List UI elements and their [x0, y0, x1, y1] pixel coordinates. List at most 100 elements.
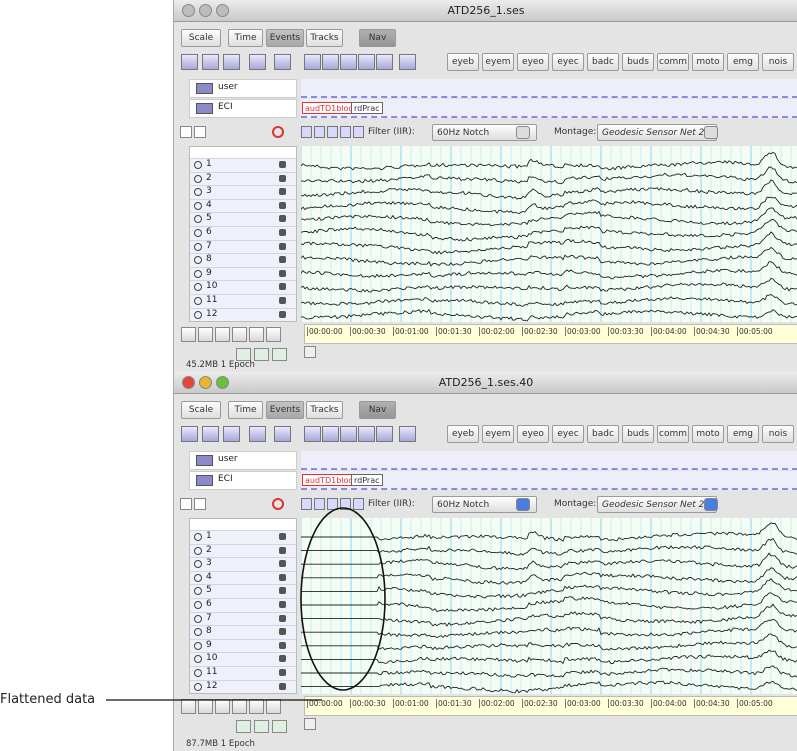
nav-button[interactable]: [249, 699, 264, 714]
nav-button[interactable]: [181, 327, 196, 342]
nav-button[interactable]: [266, 699, 281, 714]
view-icon[interactable]: [327, 126, 338, 138]
toolbar-icon[interactable]: [249, 426, 266, 442]
timeline-scroll[interactable]: [304, 718, 316, 730]
channel-toggle[interactable]: [279, 188, 286, 196]
toolbar-icon[interactable]: [181, 426, 198, 442]
nav-button[interactable]: [181, 699, 196, 714]
toolbar-icon[interactable]: [340, 426, 357, 442]
toolbar-icon[interactable]: [322, 426, 339, 442]
nav-button[interactable]: [249, 327, 264, 342]
event-button[interactable]: eyeb: [447, 425, 479, 443]
channel-toggle[interactable]: [279, 669, 286, 676]
event-button[interactable]: badc: [587, 53, 619, 71]
toolbar-icon[interactable]: [322, 54, 339, 70]
channel-toggle[interactable]: [279, 573, 286, 581]
channel-toggle[interactable]: [279, 297, 286, 304]
event-button[interactable]: eyec: [552, 425, 584, 443]
window-control[interactable]: [182, 4, 195, 17]
tab-button[interactable]: Events: [266, 29, 304, 47]
play-button[interactable]: [236, 348, 251, 361]
tab-button[interactable]: Nav: [359, 401, 396, 419]
event-button[interactable]: buds: [622, 425, 654, 443]
window-control[interactable]: [199, 376, 212, 389]
event-button[interactable]: eyec: [552, 53, 584, 71]
view-icon[interactable]: [314, 126, 325, 138]
toolbar-icon[interactable]: [376, 54, 393, 70]
view-icon[interactable]: [340, 498, 351, 510]
channel-toggle[interactable]: [279, 682, 286, 690]
tab-button[interactable]: Time: [228, 29, 263, 47]
select-arrow[interactable]: [516, 126, 530, 139]
tab-button[interactable]: Scale: [181, 401, 221, 419]
tab-button[interactable]: Tracks: [306, 29, 343, 47]
channel-toggle[interactable]: [279, 628, 286, 636]
play-button[interactable]: [272, 720, 287, 733]
channel-toggle[interactable]: [279, 560, 286, 568]
channel-toggle[interactable]: [279, 283, 286, 291]
event-button[interactable]: comm: [657, 425, 689, 443]
channel-toggle[interactable]: [279, 601, 286, 608]
play-button[interactable]: [236, 720, 251, 733]
channel-toggle[interactable]: [279, 215, 286, 223]
window-control[interactable]: [199, 4, 212, 17]
toolbar-icon[interactable]: [249, 54, 266, 70]
timeline-scroll[interactable]: [304, 346, 316, 358]
view-icon[interactable]: [301, 498, 312, 510]
nav-button[interactable]: [232, 327, 247, 342]
view-icon[interactable]: [327, 498, 338, 510]
toolbar-icon[interactable]: [274, 54, 291, 70]
event-button[interactable]: moto: [692, 53, 724, 71]
event-button[interactable]: buds: [622, 53, 654, 71]
toolbar-icon[interactable]: [376, 426, 393, 442]
event-button[interactable]: eyem: [482, 425, 514, 443]
channel-toggle[interactable]: [279, 242, 286, 250]
view-icon[interactable]: [314, 498, 325, 510]
event-button[interactable]: badc: [587, 425, 619, 443]
window-control[interactable]: [216, 4, 229, 17]
window-control[interactable]: [182, 376, 195, 389]
toolbar-icon[interactable]: [223, 426, 240, 442]
view-icon[interactable]: [301, 126, 312, 138]
event-button[interactable]: emg: [727, 53, 759, 71]
view-icon[interactable]: [353, 498, 364, 510]
montage-select[interactable]: Geodesic Sensor Net 25...: [597, 496, 719, 513]
channel-toggle[interactable]: [279, 614, 286, 622]
filter-select[interactable]: 60Hz Notch: [432, 124, 537, 141]
event-button[interactable]: eyeo: [517, 425, 549, 443]
tab-button[interactable]: Events: [266, 401, 304, 419]
channel-toggle[interactable]: [279, 229, 286, 236]
channel-toggle[interactable]: [279, 310, 286, 318]
event-button[interactable]: eyeo: [517, 53, 549, 71]
stop-icon[interactable]: [272, 126, 284, 138]
filter-select[interactable]: 60Hz Notch: [432, 496, 537, 513]
select-arrow[interactable]: [704, 126, 718, 139]
toolbar-icon[interactable]: [181, 54, 198, 70]
toolbar-icon[interactable]: [274, 426, 291, 442]
channel-toggle[interactable]: [279, 546, 286, 554]
event-button[interactable]: comm: [657, 53, 689, 71]
channel-toggle[interactable]: [279, 641, 286, 649]
event-button[interactable]: emg: [727, 425, 759, 443]
toolbar-icon[interactable]: [358, 54, 375, 70]
toolbar-icon[interactable]: [223, 54, 240, 70]
montage-select[interactable]: Geodesic Sensor Net 25...: [597, 124, 719, 141]
toolbar-icon[interactable]: [358, 426, 375, 442]
nav-button[interactable]: [198, 699, 213, 714]
channel-toggle[interactable]: [279, 533, 286, 540]
channel-toggle[interactable]: [279, 256, 286, 264]
channel-toggle[interactable]: [279, 174, 286, 182]
select-arrow[interactable]: [516, 498, 530, 511]
tab-button[interactable]: Tracks: [306, 401, 343, 419]
event-button[interactable]: eyem: [482, 53, 514, 71]
channel-toggle[interactable]: [279, 655, 286, 663]
channel-toggle[interactable]: [279, 161, 286, 168]
event-button[interactable]: moto: [692, 425, 724, 443]
toolbar-icon[interactable]: [399, 426, 416, 442]
channel-toggle[interactable]: [279, 587, 286, 595]
window-control[interactable]: [216, 376, 229, 389]
nav-button[interactable]: [198, 327, 213, 342]
channel-toggle[interactable]: [279, 269, 286, 277]
nav-button[interactable]: [215, 327, 230, 342]
view-icon[interactable]: [353, 126, 364, 138]
